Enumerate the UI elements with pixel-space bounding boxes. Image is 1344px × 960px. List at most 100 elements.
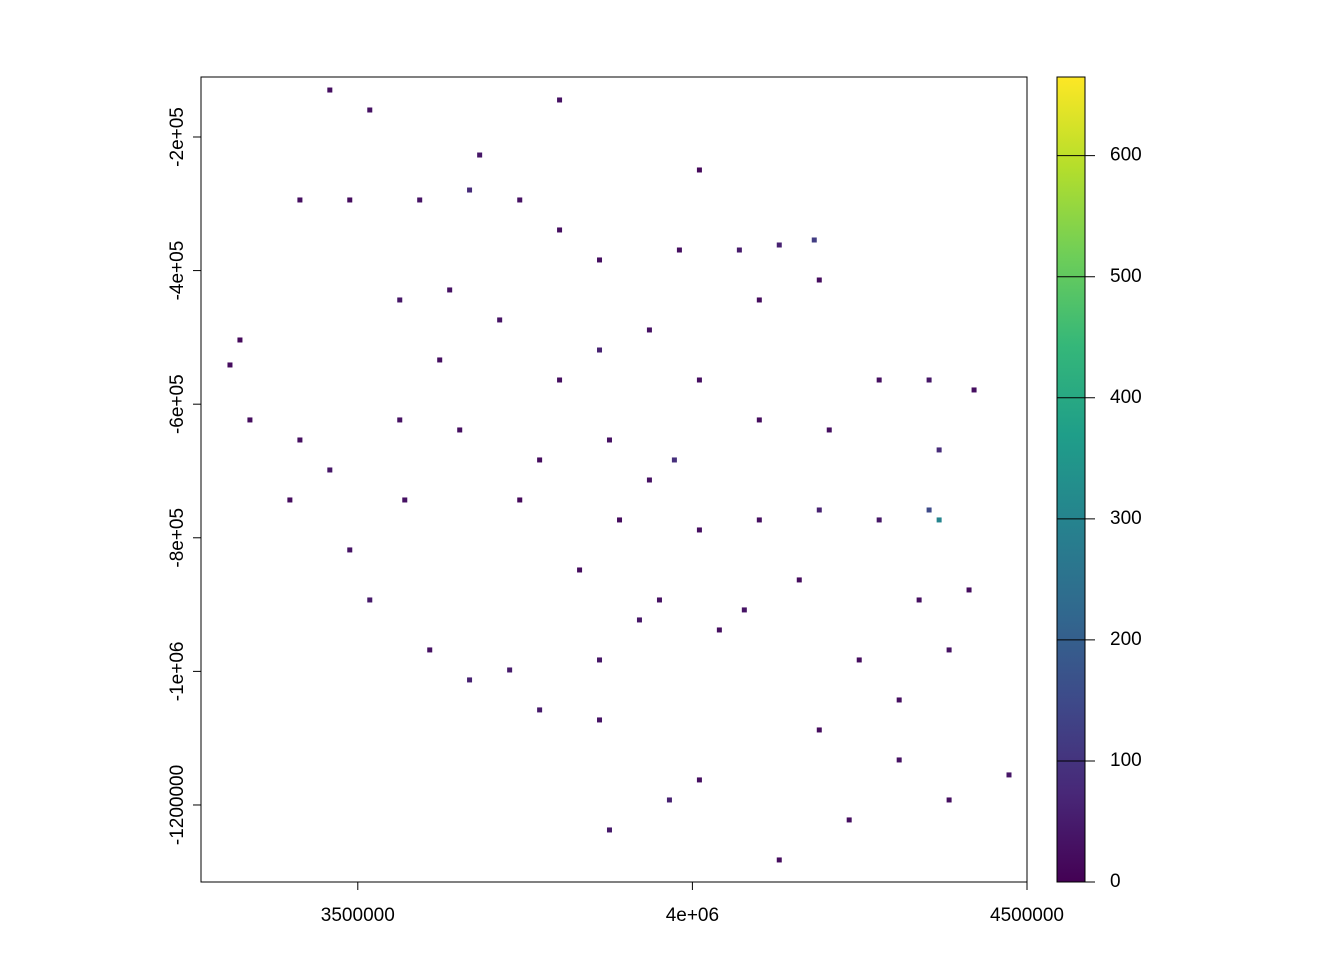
raster-cell [796, 577, 802, 583]
colorbar-tick-label: 0 [1110, 871, 1121, 892]
raster-cell [696, 777, 702, 783]
raster-cell [856, 657, 862, 663]
raster-cell [237, 337, 243, 343]
raster-cell [776, 242, 782, 248]
raster-cell [287, 497, 293, 503]
raster-cell [756, 297, 762, 303]
raster-cell [846, 817, 852, 823]
raster-cell [636, 617, 642, 623]
raster-cell [397, 297, 403, 303]
raster-cell [557, 377, 563, 383]
raster-cell [447, 287, 453, 293]
raster-cell [517, 497, 523, 503]
raster-cell [666, 797, 672, 803]
raster-cell [297, 197, 303, 203]
raster-cell [557, 227, 563, 233]
raster-cell [916, 597, 922, 603]
raster-cell [537, 457, 543, 463]
y-tick-label: -8e+05 [167, 508, 188, 568]
raster-cell [427, 647, 433, 653]
raster-cell [597, 657, 603, 663]
y-tick-label: -6e+05 [167, 374, 188, 434]
raster-cell [597, 257, 603, 263]
colorbar-tick-label: 500 [1110, 266, 1142, 287]
raster-cell [606, 827, 612, 833]
raster-cell [896, 697, 902, 703]
raster-cell [926, 507, 932, 513]
colorbar-tick-label: 300 [1110, 508, 1142, 529]
raster-cell [646, 327, 652, 333]
raster-cell [327, 87, 333, 93]
raster-cell [577, 567, 583, 573]
raster-cell [437, 357, 443, 363]
raster-cell [477, 152, 483, 158]
raster-cell [816, 727, 822, 733]
raster-cell [517, 197, 523, 203]
raster-cell [656, 597, 662, 603]
x-tick-label: 4500000 [990, 905, 1064, 926]
raster-cell [247, 417, 253, 423]
raster-cell [756, 417, 762, 423]
raster-cell [327, 467, 333, 473]
raster-cell [816, 507, 822, 513]
raster-cell [876, 377, 882, 383]
raster-cell [227, 362, 233, 368]
y-tick-label: -1200000 [167, 765, 188, 845]
raster-cell [826, 427, 832, 433]
colorbar-tick-label: 200 [1110, 629, 1142, 650]
raster-cell [936, 447, 942, 453]
raster-cell [741, 607, 747, 613]
raster-cell [557, 97, 563, 103]
raster-cell [816, 277, 822, 283]
raster-cell [617, 517, 623, 523]
raster-cell [537, 707, 543, 713]
raster-cell [946, 647, 952, 653]
raster-cell [736, 247, 742, 253]
raster-cell [926, 377, 932, 383]
colorbar-tick-label: 100 [1110, 750, 1142, 771]
raster-cell [696, 527, 702, 533]
raster-cell [696, 167, 702, 173]
raster-cell [457, 427, 463, 433]
raster-cell [971, 387, 977, 393]
raster-cell [776, 857, 782, 863]
raster-cell [936, 517, 942, 523]
raster-cell [297, 437, 303, 443]
y-tick-label: -4e+05 [167, 241, 188, 301]
colorbar-tick-label: 400 [1110, 387, 1142, 408]
raster-cell [671, 457, 677, 463]
raster-cell [756, 517, 762, 523]
raster-cell [497, 317, 503, 323]
raster-cell [597, 347, 603, 353]
raster-cell [676, 247, 682, 253]
colorbar [1056, 76, 1086, 883]
raster-cell [347, 547, 353, 553]
raster-cell [811, 237, 817, 243]
raster-cell [417, 197, 423, 203]
raster-cell [896, 757, 902, 763]
raster-cell [966, 587, 972, 593]
plot-frame [200, 76, 1028, 883]
raster-cell [696, 377, 702, 383]
x-tick-label: 3500000 [321, 905, 395, 926]
raster-cell [1006, 772, 1012, 778]
raster-cell [876, 517, 882, 523]
raster-cell [347, 197, 353, 203]
raster-cell [646, 477, 652, 483]
raster-cell [946, 797, 952, 803]
raster-cell [367, 597, 373, 603]
raster-cell [402, 497, 408, 503]
raster-cell [716, 627, 722, 633]
raster-cell [597, 717, 603, 723]
raster-cell [467, 187, 473, 193]
colorbar-tick-label: 600 [1110, 145, 1142, 166]
raster-cell [507, 667, 513, 673]
x-tick-label: 4e+06 [666, 905, 719, 926]
y-tick-label: -1e+06 [167, 642, 188, 702]
raster-cell [467, 677, 473, 683]
y-tick-label: -2e+05 [167, 107, 188, 167]
raster-cell [367, 107, 373, 113]
raster-cell [397, 417, 403, 423]
raster-cell [606, 437, 612, 443]
